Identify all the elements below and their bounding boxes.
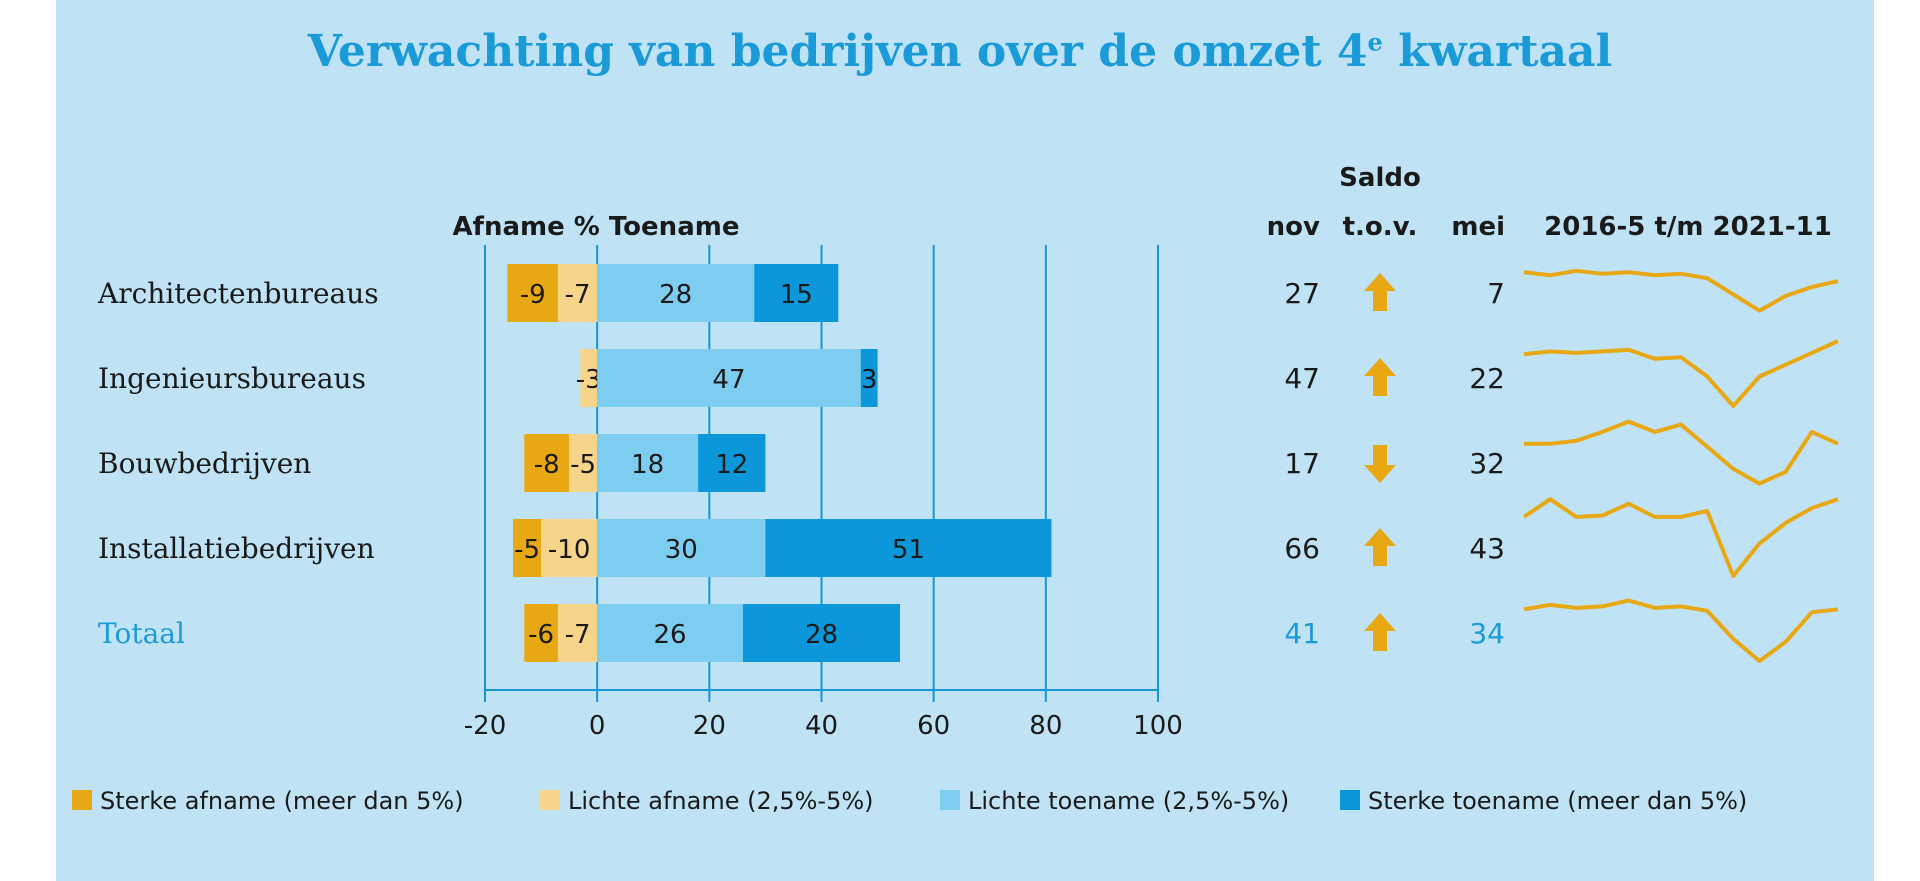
legend-swatch: [540, 790, 560, 810]
data-label: 18: [631, 450, 664, 480]
data-label: -7: [565, 620, 591, 650]
bar-segment: [597, 264, 755, 322]
data-label: 26: [654, 620, 687, 650]
saldo-nov-value: 17: [1284, 447, 1320, 480]
x-tick-label: 80: [1029, 711, 1062, 741]
title-main: Verwachting van bedrijven over de omzet …: [307, 26, 1368, 77]
sparkline: [1523, 339, 1839, 408]
x-tick-label: 0: [589, 711, 606, 741]
legend-swatch: [1340, 790, 1360, 810]
bar-segment: [580, 349, 598, 407]
bar-segment: [742, 604, 901, 662]
arrow-up-icon: [1364, 613, 1396, 651]
data-label: 51: [892, 535, 925, 565]
data-label: 3: [861, 365, 878, 395]
data-label: 47: [712, 365, 745, 395]
data-label: 30: [665, 535, 698, 565]
data-label: -8: [534, 450, 560, 480]
saldo-mei-value: 34: [1469, 617, 1505, 650]
legend-label: Sterke toename (meer dan 5%): [1368, 787, 1747, 815]
legend-label: Sterke afname (meer dan 5%): [100, 787, 464, 815]
bar-segment: [597, 349, 861, 407]
bar-segment: [698, 434, 766, 492]
bar-segment: [754, 264, 839, 322]
data-label: -10: [548, 535, 590, 565]
data-label: 28: [805, 620, 838, 650]
bar-segment: [541, 519, 598, 577]
bar-segment: [597, 434, 699, 492]
legend-label: Lichte afname (2,5%-5%): [568, 787, 874, 815]
x-tick-label: 40: [805, 711, 838, 741]
sparkline-header: 2016-5 t/m 2021-11: [1544, 212, 1832, 242]
category-label: Installatiebedrijven: [98, 532, 375, 565]
bar-segment: [860, 349, 878, 407]
saldo-col-nov: nov: [1267, 212, 1320, 242]
arrow-up-icon: [1364, 528, 1396, 566]
category-label: Ingenieursbureaus: [98, 362, 366, 395]
saldo-header: Saldo: [1339, 163, 1421, 193]
data-label: -6: [528, 620, 554, 650]
x-tick-label: 100: [1133, 711, 1183, 741]
bar-segment: [557, 264, 598, 322]
saldo-nov-value: 27: [1284, 277, 1320, 310]
saldo-nov-value: 41: [1284, 617, 1320, 650]
data-label: 28: [659, 280, 692, 310]
saldo-nov-value: 47: [1284, 362, 1320, 395]
bar-segment: [569, 434, 598, 492]
bars: -9 -7 28 15-3 47 3-8 -5 18 12-5 -10 30 51-6 -7 26 28: [507, 264, 1052, 662]
sparkline: [1522, 497, 1839, 578]
data-label: 15: [780, 280, 813, 310]
sparkline: [1524, 419, 1839, 486]
data-label: -5: [514, 535, 540, 565]
category-label: Architectenbureaus: [97, 277, 379, 310]
data-label: -7: [565, 280, 591, 310]
arrow-up-icon: [1364, 273, 1396, 311]
data-label: -5: [570, 450, 596, 480]
saldo-col-mei: mei: [1451, 212, 1505, 242]
saldo-col-tov: t.o.v.: [1343, 212, 1418, 242]
x-tick-label: 60: [917, 711, 950, 741]
saldo-mei-value: 43: [1469, 532, 1505, 565]
bar-segment: [524, 434, 570, 492]
title-tail: kwartaal: [1382, 26, 1613, 77]
sparkline: [1523, 268, 1839, 313]
saldo-mei-value: 32: [1469, 447, 1505, 480]
legend-label: Lichte toename (2,5%-5%): [968, 787, 1289, 815]
category-label: Totaal: [98, 617, 185, 650]
bar-segment: [557, 604, 598, 662]
sparkline: [1523, 598, 1839, 663]
bar-segment: [597, 519, 766, 577]
legend: Sterke afname (meer dan 5%) Lichte afname…: [72, 787, 1747, 815]
category-label: Bouwbedrijven: [98, 447, 311, 480]
title-superscript: e: [1367, 27, 1383, 57]
bar-segment: [507, 264, 558, 322]
saldo-nov-value: 66: [1284, 532, 1320, 565]
x-tick-label: 20: [693, 711, 726, 741]
data-label: -9: [520, 280, 546, 310]
legend-swatch: [940, 790, 960, 810]
axis-header: Afname % Toename: [453, 212, 740, 242]
saldo-mei-value: 22: [1469, 362, 1505, 395]
data-label: 12: [715, 450, 748, 480]
arrow-up-icon: [1364, 358, 1396, 396]
arrow-down-icon: [1364, 445, 1396, 483]
bar-segment: [524, 604, 558, 662]
chart-title: Verwachting van bedrijven over de omzet …: [0, 26, 1920, 77]
rows: Architectenbureaus 27 7 Ingenieursbureaus 47…: [97, 268, 1839, 663]
bar-segment: [765, 519, 1052, 577]
legend-swatch: [72, 790, 92, 810]
bar-segment: [513, 519, 542, 577]
x-tick-label: -20: [464, 711, 506, 741]
saldo-mei-value: 7: [1487, 277, 1505, 310]
bar-segment: [597, 604, 743, 662]
